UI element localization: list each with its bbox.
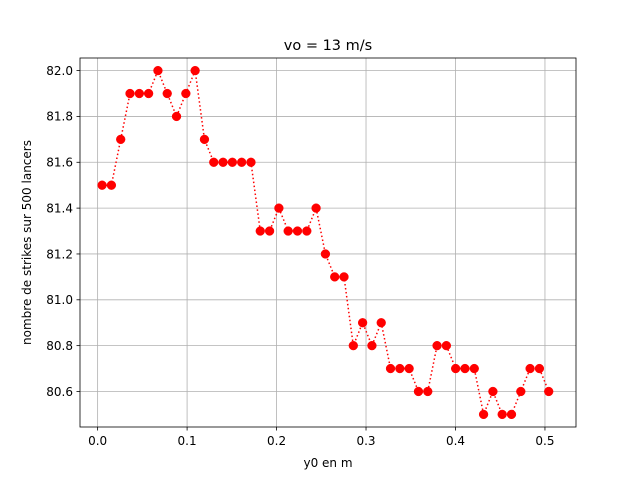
data-point xyxy=(218,157,228,167)
data-point xyxy=(367,340,377,351)
series-group xyxy=(97,65,554,420)
y-tick-label: 82.0 xyxy=(46,64,73,78)
data-point xyxy=(292,226,303,236)
data-point xyxy=(181,88,191,99)
chart-title: vo = 13 m/s xyxy=(284,38,372,54)
x-tick-label: 0.3 xyxy=(356,434,375,448)
x-tick-label: 0.0 xyxy=(88,434,107,448)
data-point xyxy=(469,363,479,374)
data-point xyxy=(264,226,275,236)
data-point xyxy=(357,318,368,328)
x-axis-label: y0 en m xyxy=(303,456,352,470)
x-tick-label: 0.5 xyxy=(535,434,554,448)
y-tick-label: 81.4 xyxy=(46,201,73,215)
data-point xyxy=(162,88,172,99)
data-point xyxy=(227,157,238,167)
data-point xyxy=(460,363,470,374)
y-axis-label: nombre de strikes sur 500 lancers xyxy=(20,140,34,345)
x-tick-label: 0.2 xyxy=(267,434,286,448)
y-tick-label: 81.6 xyxy=(46,156,73,170)
data-point xyxy=(497,409,507,420)
data-point xyxy=(385,363,396,374)
data-point xyxy=(441,340,452,351)
data-point xyxy=(274,203,284,213)
data-point xyxy=(451,363,461,374)
data-point xyxy=(143,88,154,99)
data-point xyxy=(97,180,107,190)
data-point xyxy=(320,249,331,259)
data-point xyxy=(516,386,526,397)
data-point xyxy=(106,180,117,190)
y-tick-label: 81.8 xyxy=(46,110,73,124)
data-point xyxy=(311,203,321,213)
data-point xyxy=(199,134,210,145)
data-point xyxy=(246,157,256,167)
data-point xyxy=(488,386,498,397)
y-axis: 80.6 80.8 81.0 81.2 81.4 81.6 81.8 82.0 xyxy=(46,64,80,399)
x-tick-label: 0.4 xyxy=(446,434,465,448)
data-point xyxy=(302,226,312,236)
data-point xyxy=(330,272,340,282)
data-point xyxy=(125,88,135,99)
data-point xyxy=(506,409,517,420)
data-point xyxy=(237,157,247,167)
data-point xyxy=(153,65,163,76)
data-point xyxy=(395,363,405,374)
data-point xyxy=(478,409,489,420)
data-point xyxy=(423,386,433,397)
plot-area xyxy=(80,58,576,427)
data-point xyxy=(348,340,358,351)
x-axis: 0.0 0.1 0.2 0.3 0.4 0.5 xyxy=(88,427,555,448)
data-point xyxy=(255,226,265,236)
data-point xyxy=(171,111,182,122)
data-point xyxy=(376,318,386,328)
data-point xyxy=(116,134,126,145)
x-tick-label: 0.1 xyxy=(178,434,197,448)
data-point xyxy=(190,65,200,76)
y-tick-label: 81.0 xyxy=(46,293,73,307)
y-tick-label: 80.8 xyxy=(46,339,73,353)
data-point xyxy=(134,88,144,99)
data-point xyxy=(413,386,424,397)
y-tick-label: 80.6 xyxy=(46,385,73,399)
data-point xyxy=(525,363,535,374)
data-point xyxy=(339,272,349,282)
data-point xyxy=(544,386,554,397)
data-point xyxy=(534,363,545,374)
y-tick-label: 81.2 xyxy=(46,247,73,261)
data-point xyxy=(404,363,414,374)
data-point xyxy=(432,340,442,351)
data-point xyxy=(209,157,219,167)
plot-frame xyxy=(79,57,577,428)
data-point xyxy=(283,226,293,236)
